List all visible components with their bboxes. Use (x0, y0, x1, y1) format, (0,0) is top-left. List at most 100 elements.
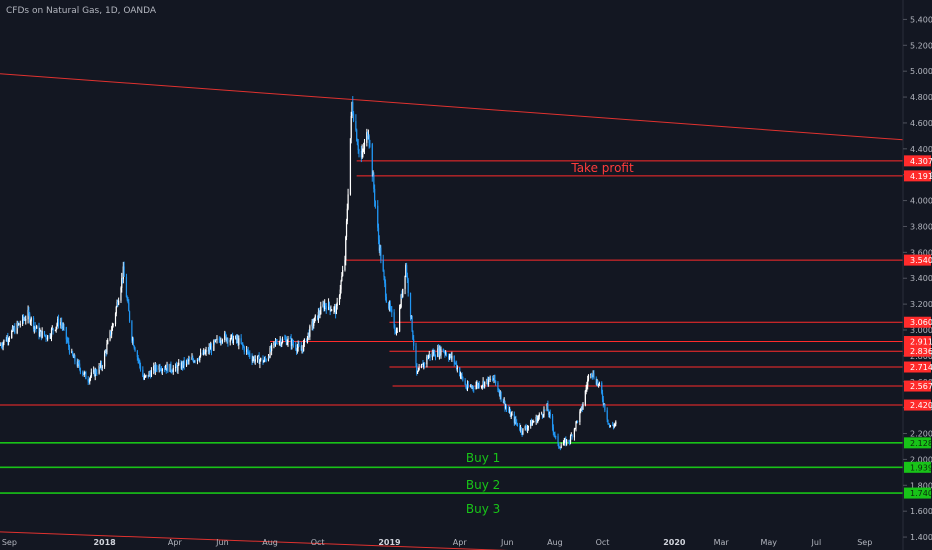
candle-body (453, 355, 455, 363)
candle-body (560, 445, 562, 449)
x-tick-label: Aug (262, 538, 278, 547)
trendline-0[interactable] (0, 73, 904, 141)
candle-body (591, 375, 593, 377)
candle-body (341, 275, 343, 281)
candle-body (300, 346, 302, 351)
candle-body (132, 339, 135, 346)
candle-body (503, 400, 505, 403)
candle-body (350, 116, 352, 139)
candle-body (93, 369, 95, 373)
level-label-bg (904, 345, 931, 357)
candle-body (398, 307, 401, 332)
candle-body (218, 338, 220, 340)
level-label-2.836: 2.836 (910, 347, 932, 356)
candle-body (378, 239, 380, 251)
candle-body (302, 349, 304, 351)
candle-body (311, 321, 313, 327)
candle-body (558, 447, 561, 449)
candle-body (73, 355, 75, 358)
candle-body (40, 330, 42, 338)
candle-body (568, 439, 570, 442)
candle-body (122, 266, 124, 280)
candle-body (325, 305, 327, 310)
candle-body (351, 102, 353, 117)
candle-body (264, 358, 266, 360)
candle-body (455, 363, 458, 370)
candle-body (439, 347, 441, 355)
candle-body (476, 383, 478, 386)
candle-body (281, 342, 283, 345)
candle-body (83, 372, 85, 375)
candle-body (110, 331, 112, 335)
candle-body (296, 347, 298, 352)
candle-body (399, 306, 401, 308)
level-label-2.420: 2.420 (910, 401, 932, 410)
candle-body (491, 378, 494, 380)
candle-body (276, 343, 278, 344)
candle-body (371, 144, 373, 177)
trendline-1[interactable] (0, 531, 531, 550)
y-tick-label: 4.000 (910, 197, 932, 206)
candle-body (548, 410, 550, 415)
candle-body (549, 412, 551, 417)
candle-body (526, 428, 528, 430)
candle-body (606, 410, 608, 420)
candle-body (143, 376, 145, 380)
candle-body (339, 289, 341, 296)
candle-body (307, 332, 309, 337)
candle-body (18, 323, 21, 325)
candle-body (150, 370, 153, 377)
level-label-bg (904, 155, 931, 167)
y-tick-label: 2.000 (910, 455, 932, 464)
candle-body (548, 412, 551, 415)
candle-body (295, 344, 297, 350)
candle-body (383, 271, 385, 277)
candle-body (455, 362, 457, 364)
candle-body (114, 313, 117, 324)
candle-body (352, 102, 354, 114)
candle-body (395, 330, 397, 334)
candle-body (608, 423, 610, 425)
candle-body (280, 340, 282, 345)
candle-body (356, 140, 359, 145)
candle-body (345, 221, 348, 237)
candle-body (580, 406, 583, 409)
candle-body (460, 374, 462, 376)
candle-body (62, 326, 64, 328)
candle-body (401, 294, 403, 297)
candle-body (208, 347, 210, 352)
candle-body (177, 365, 179, 371)
candle-body (274, 341, 277, 343)
candle-body (253, 357, 256, 362)
candle-body (541, 413, 543, 415)
candle-body (14, 327, 16, 334)
candle-body (176, 366, 178, 371)
candle-body (557, 436, 559, 444)
candle-body (38, 326, 40, 337)
candle-body (418, 367, 420, 371)
candle-body (417, 370, 419, 372)
candle-body (586, 385, 588, 389)
candle-body (459, 375, 462, 377)
candle-body (88, 381, 90, 383)
candle-body (571, 435, 573, 438)
candle-body (205, 349, 207, 353)
candle-body (246, 349, 249, 351)
candle-body (236, 337, 238, 341)
candle-body (612, 425, 615, 427)
candle-body (278, 341, 281, 344)
candle-body (546, 403, 548, 410)
candle-body (481, 385, 483, 387)
level-label-2.714: 2.714 (910, 363, 932, 372)
candle-body (433, 351, 435, 355)
candle-body (363, 149, 365, 151)
candle-body (480, 386, 483, 388)
candle-body (12, 327, 14, 331)
candle-body (358, 150, 360, 151)
candle-body (415, 345, 417, 364)
y-tick-label: 1.800 (910, 481, 932, 490)
candle-body (522, 428, 524, 435)
candle-body (187, 360, 189, 362)
candle-body (295, 349, 298, 352)
